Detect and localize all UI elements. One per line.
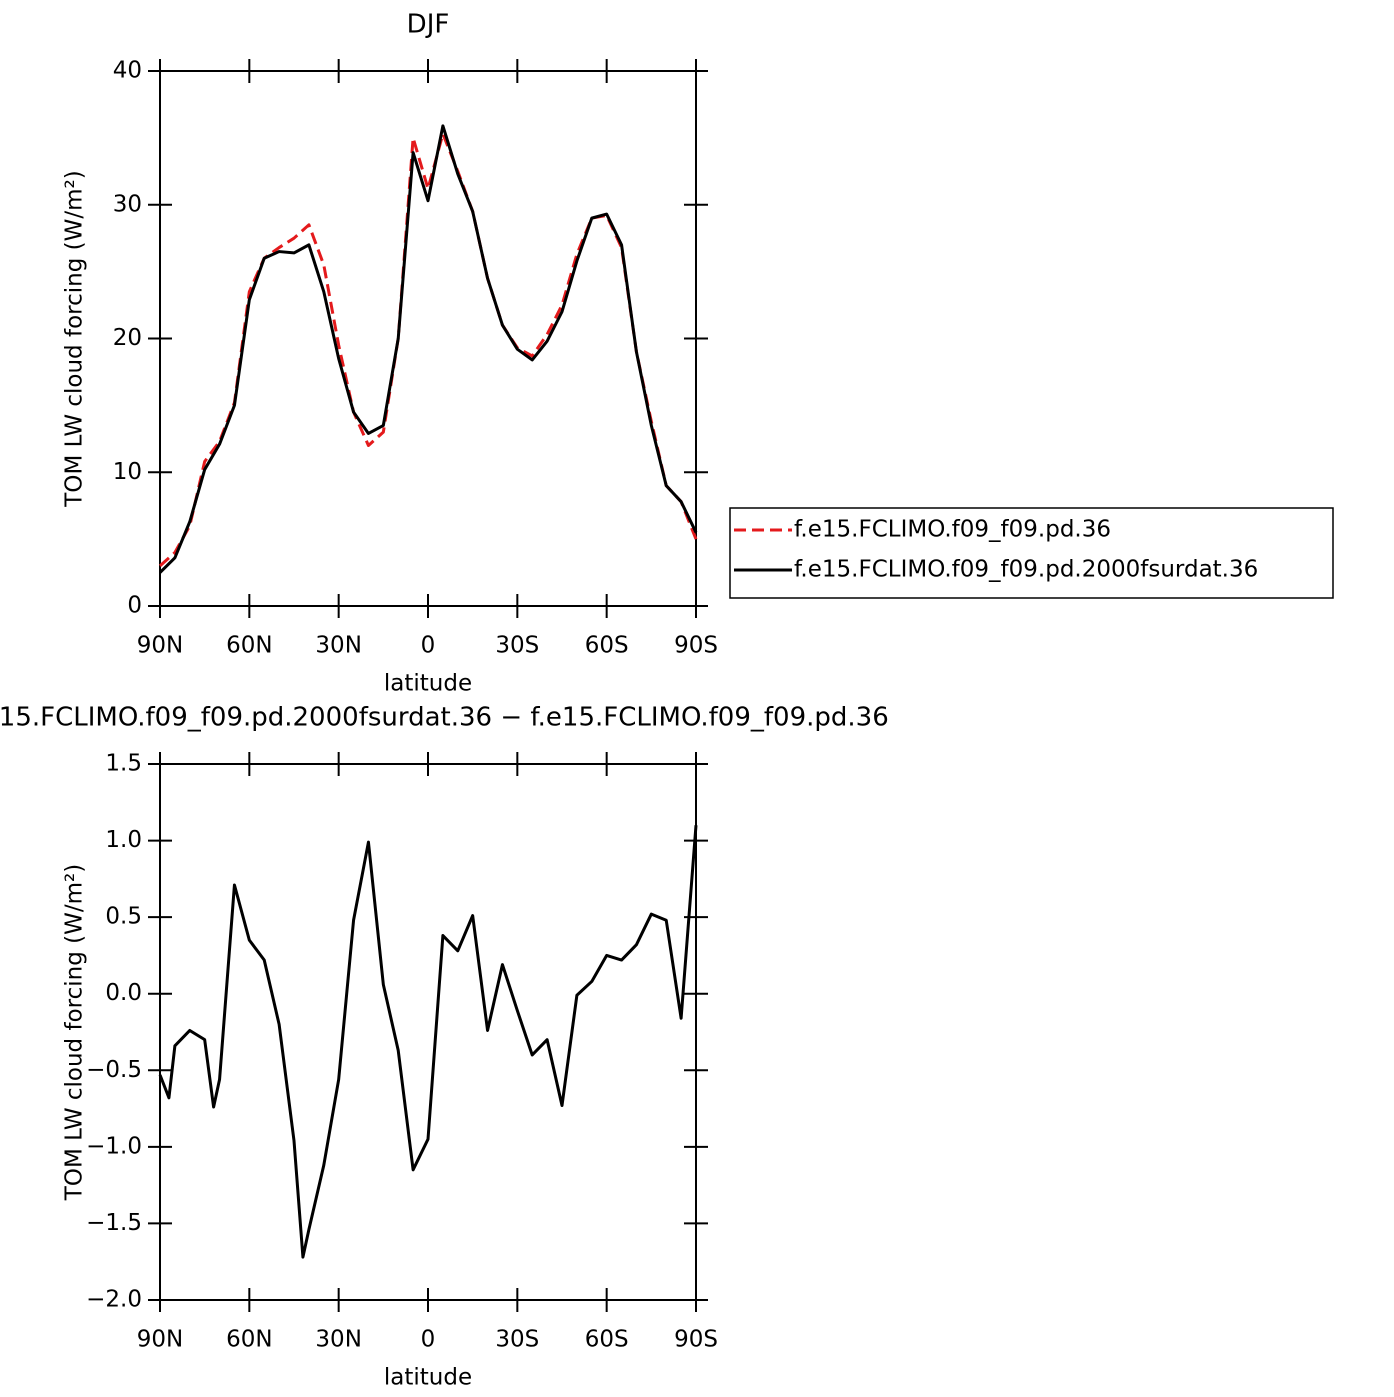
x-tick-label: 30N: [315, 1327, 361, 1353]
y-axis-label: TOM LW cloud forcing (W/m²): [62, 170, 88, 507]
legend-label: f.e15.FCLIMO.f09_f09.pd.2000fsurdat.36: [794, 557, 1258, 583]
data-line: [158, 132, 698, 567]
x-tick-label: 30S: [495, 633, 539, 659]
x-tick-label: 60N: [226, 1327, 272, 1353]
x-tick-label: 30S: [495, 1327, 539, 1353]
y-tick-label: 1.0: [105, 827, 142, 853]
y-tick-label: 0: [127, 593, 142, 619]
y-tick-label: 30: [113, 191, 142, 217]
plot-frame: [159, 763, 697, 1301]
y-tick-label: 0.5: [105, 904, 142, 930]
y-tick-label: −2.0: [86, 1287, 142, 1313]
y-axis-label: TOM LW cloud forcing (W/m²): [62, 864, 88, 1201]
x-tick-label: 60N: [226, 633, 272, 659]
x-tick-label: 90S: [674, 633, 718, 659]
y-tick-label: 40: [113, 58, 142, 84]
chart-title: DJF: [407, 10, 450, 40]
x-tick-label: 0: [421, 1327, 436, 1353]
y-tick-label: −1.0: [86, 1133, 142, 1159]
plot-frame: [159, 70, 697, 607]
y-tick-label: 0.0: [105, 980, 142, 1006]
x-tick-label: 60S: [585, 1327, 629, 1353]
data-line: [158, 825, 698, 1259]
x-axis-label: latitude: [384, 1365, 472, 1391]
y-tick-label: −0.5: [86, 1057, 142, 1083]
legend-label: f.e15.FCLIMO.f09_f09.pd.36: [794, 517, 1111, 543]
x-tick-label: 0: [421, 633, 436, 659]
x-tick-label: 60S: [585, 633, 629, 659]
x-tick-label: 90S: [674, 1327, 718, 1353]
x-tick-label: 30N: [315, 633, 361, 659]
y-tick-label: 1.5: [105, 751, 142, 777]
y-tick-label: 20: [113, 325, 142, 351]
x-tick-label: 90N: [137, 1327, 183, 1353]
y-tick-label: −1.5: [86, 1210, 142, 1236]
legend-box: [729, 507, 1334, 599]
y-tick-label: 10: [113, 459, 142, 485]
x-axis-label: latitude: [384, 671, 472, 697]
data-line: [158, 124, 698, 574]
chart-title: f.e15.FCLIMO.f09_f09.pd.2000fsurdat.36 −…: [0, 703, 889, 733]
x-tick-label: 90N: [137, 633, 183, 659]
